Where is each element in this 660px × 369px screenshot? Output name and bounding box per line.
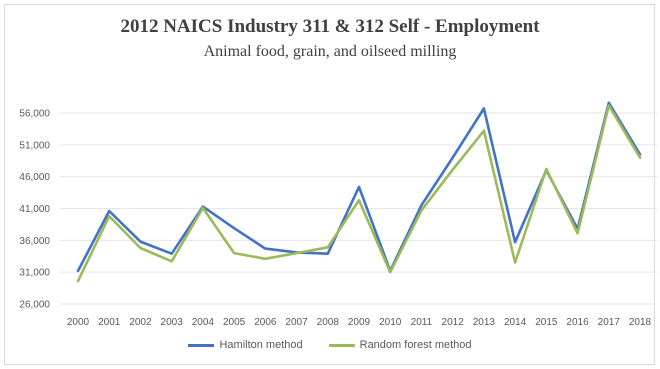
y-tick-label: 31,000 bbox=[19, 268, 50, 279]
chart-frame bbox=[4, 4, 655, 365]
gridlines bbox=[60, 112, 657, 305]
x-tick-label: 2015 bbox=[535, 317, 558, 328]
legend-swatch-random-forest bbox=[328, 343, 355, 347]
legend-item-random-forest: Random forest method bbox=[328, 339, 472, 351]
y-tick-label: 26,000 bbox=[19, 300, 50, 311]
x-tick-label: 2011 bbox=[411, 317, 433, 328]
y-tick-label: 36,000 bbox=[19, 236, 50, 247]
legend-item-hamilton: Hamilton method bbox=[188, 339, 303, 351]
x-tick-label: 2004 bbox=[192, 317, 215, 328]
x-tick-label: 2002 bbox=[129, 317, 152, 328]
x-tick-label: 2012 bbox=[442, 317, 465, 328]
x-tick-label: 2017 bbox=[598, 317, 621, 328]
x-axis-ticks: 2000 2001 2002 2003 2004 2005 2006 2007 2008 2009… bbox=[67, 317, 652, 328]
x-tick-label: 2006 bbox=[254, 317, 277, 328]
x-tick-label: 2005 bbox=[223, 317, 246, 328]
y-tick-label: 41,000 bbox=[19, 204, 50, 215]
x-tick-label: 2016 bbox=[566, 317, 589, 328]
x-tick-label: 2018 bbox=[629, 317, 652, 328]
legend-label-random-forest: Random forest method bbox=[359, 339, 472, 351]
x-tick-label: 2007 bbox=[285, 317, 308, 328]
x-tick-label: 2009 bbox=[348, 317, 371, 328]
chart-subtitle: Animal food, grain, and oilseed milling bbox=[203, 43, 457, 60]
legend: Hamilton method Random forest method bbox=[0, 339, 660, 351]
legend-label-hamilton: Hamilton method bbox=[219, 339, 303, 351]
x-tick-label: 2010 bbox=[379, 317, 402, 328]
chart-title: 2012 NAICS Industry 311 & 312 Self - Emp… bbox=[120, 16, 540, 37]
y-tick-label: 51,000 bbox=[19, 140, 50, 151]
x-tick-label: 2000 bbox=[67, 317, 90, 328]
y-tick-label: 56,000 bbox=[19, 109, 50, 120]
series-lines bbox=[76, 101, 642, 283]
x-tick-label: 2014 bbox=[504, 317, 527, 328]
y-axis-ticks: 26,000 31,000 36,000 41,000 46,000 51,000 56,0… bbox=[19, 109, 50, 311]
legend-swatch-hamilton bbox=[188, 343, 215, 347]
series-line-random-forest bbox=[76, 104, 642, 283]
x-tick-label: 2003 bbox=[161, 317, 184, 328]
x-tick-label: 2001 bbox=[98, 317, 121, 328]
y-tick-label: 46,000 bbox=[19, 172, 50, 183]
x-tick-label: 2008 bbox=[317, 317, 340, 328]
x-tick-label: 2013 bbox=[473, 317, 496, 328]
